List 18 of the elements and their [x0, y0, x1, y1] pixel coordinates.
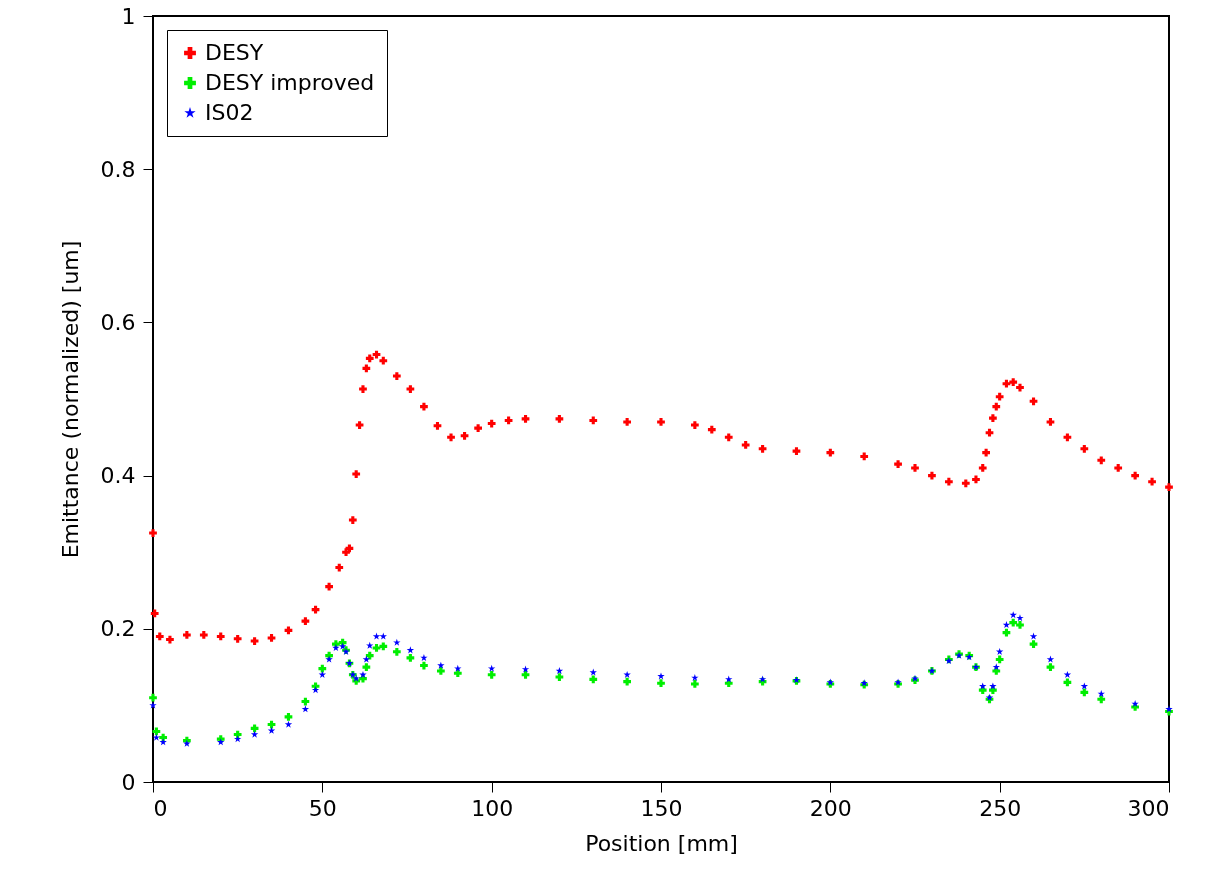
- y-tick-label: 0.4: [100, 463, 136, 489]
- x-tick-label: 100: [471, 795, 514, 821]
- x-tick-label: 150: [640, 795, 683, 821]
- legend-label: IS02: [205, 100, 254, 125]
- legend-label: DESY: [205, 40, 264, 65]
- y-tick-label: 0.6: [100, 309, 136, 335]
- x-axis-title: Position [mm]: [585, 830, 738, 856]
- x-tick-label: 300: [1127, 795, 1170, 821]
- x-tick-label: 50: [308, 795, 337, 821]
- legend-label: DESY improved: [205, 70, 375, 95]
- y-tick-label: 1: [121, 3, 136, 29]
- x-tick-label: 250: [979, 795, 1022, 821]
- y-axis-title: Emittance (normalized) [um]: [57, 240, 83, 559]
- y-tick-label: 0.8: [100, 156, 136, 182]
- y-tick-label: 0: [121, 769, 136, 795]
- x-tick-label: 0: [153, 795, 168, 821]
- x-tick-label: 200: [809, 795, 852, 821]
- y-tick-label: 0.2: [100, 616, 136, 642]
